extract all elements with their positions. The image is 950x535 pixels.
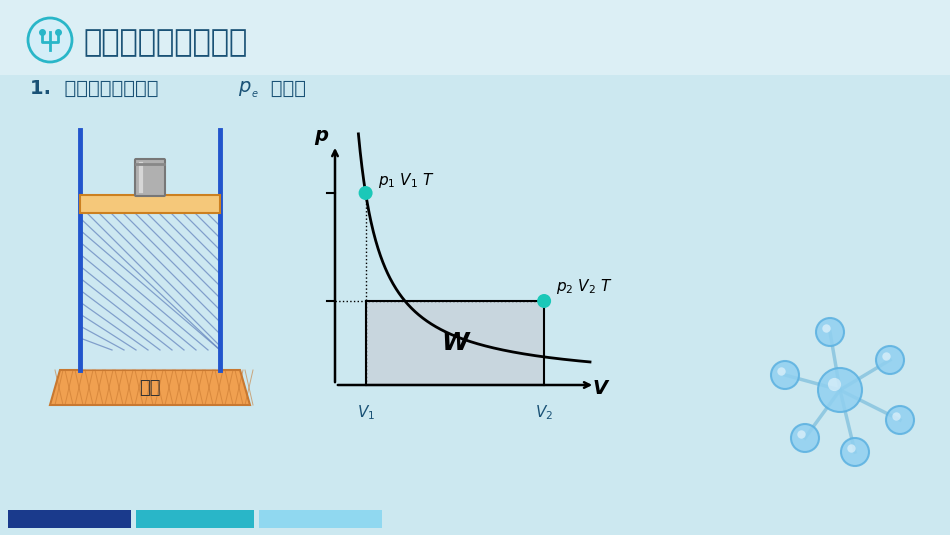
Bar (136, 510, 254, 528)
Text: 1.  恒外压一次膨胀（: 1. 恒外压一次膨胀（ (30, 79, 159, 97)
Text: W: W (441, 331, 468, 355)
Text: $_{e}$: $_{e}$ (251, 86, 258, 100)
Text: p: p (314, 126, 328, 145)
Circle shape (886, 406, 914, 434)
FancyBboxPatch shape (135, 159, 165, 196)
Text: $V_1$: $V_1$ (356, 403, 374, 422)
Circle shape (537, 294, 551, 308)
Bar (259, 510, 382, 528)
Circle shape (818, 368, 862, 412)
Text: $p$: $p$ (238, 79, 252, 97)
Bar (366, 301, 544, 385)
Circle shape (847, 444, 856, 453)
Text: 恒定）: 恒定） (264, 79, 306, 97)
Bar (80, 210, 220, 370)
Circle shape (883, 353, 891, 361)
Circle shape (823, 324, 830, 333)
Circle shape (771, 361, 799, 389)
Text: 热源: 热源 (140, 378, 161, 396)
Circle shape (816, 318, 844, 346)
Text: $p_1\ V_1\ T$: $p_1\ V_1\ T$ (377, 172, 434, 190)
Text: 恒温过程中的体积功: 恒温过程中的体积功 (83, 28, 247, 57)
Bar (0, 0, 950, 75)
Text: $V_2$: $V_2$ (535, 403, 553, 422)
Text: V: V (593, 378, 608, 398)
Circle shape (791, 424, 819, 452)
Text: $p_2\ V_2\ T$: $p_2\ V_2\ T$ (556, 278, 613, 296)
Circle shape (797, 430, 806, 439)
Circle shape (28, 18, 72, 62)
Circle shape (777, 368, 786, 376)
Polygon shape (50, 370, 250, 405)
Circle shape (827, 378, 841, 391)
Circle shape (876, 346, 904, 374)
Circle shape (841, 438, 869, 466)
Circle shape (892, 412, 901, 421)
Bar (8, 510, 131, 528)
Bar (80, 195, 220, 213)
Circle shape (358, 186, 372, 200)
